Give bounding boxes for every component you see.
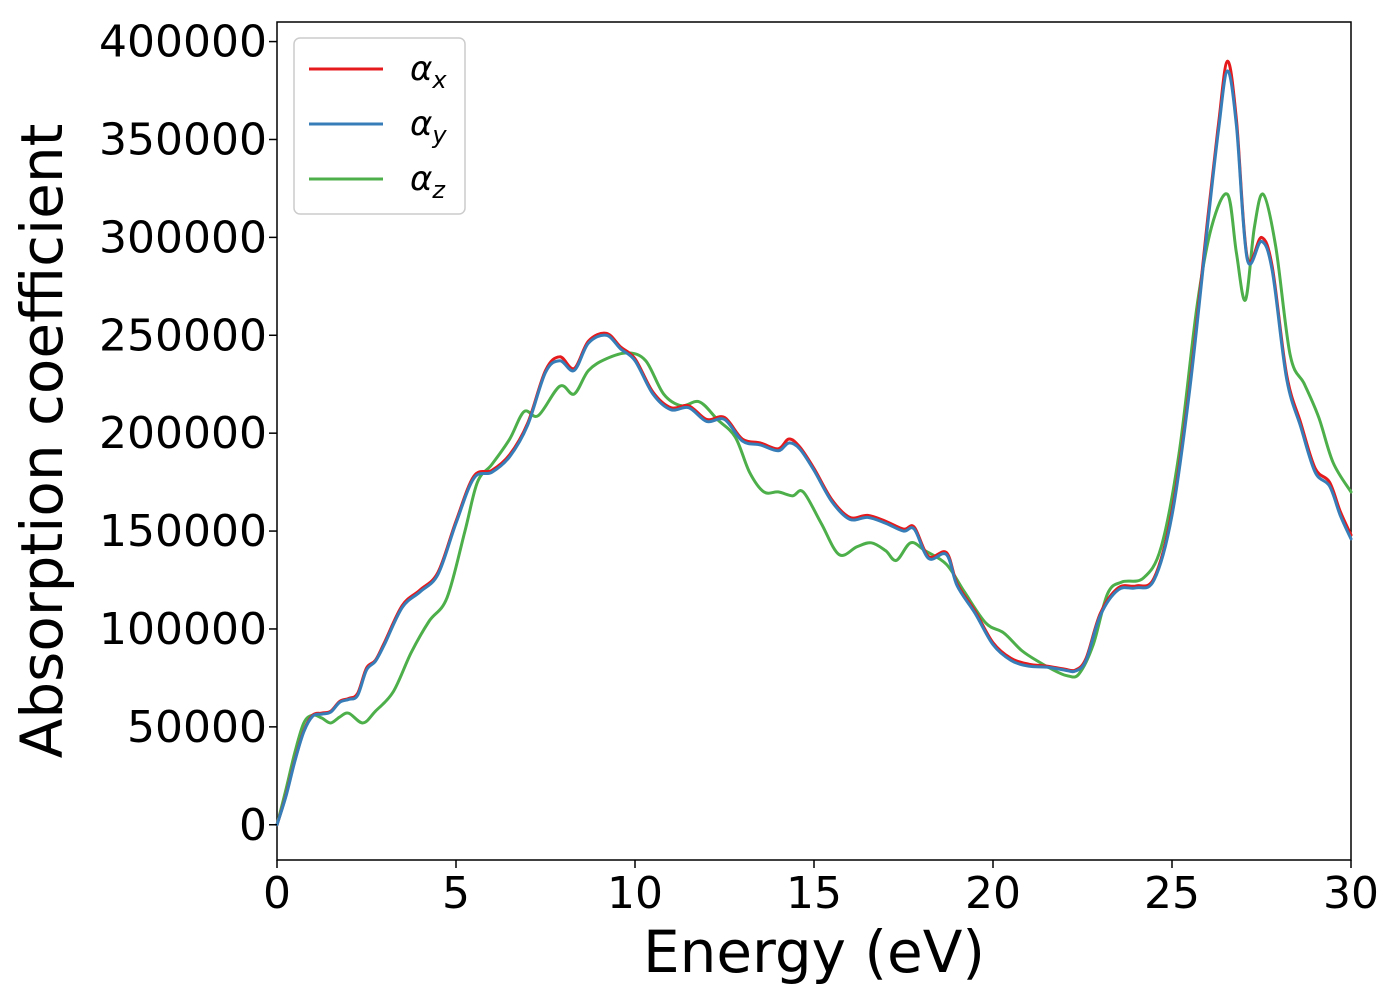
legend: αx αy αz bbox=[293, 37, 466, 215]
x-tick-label: 15 bbox=[786, 868, 842, 919]
y-tick-label: 150000 bbox=[99, 506, 267, 557]
y-axis: 0 50000 100000 150000 200000 250000 300000 3500… bbox=[99, 17, 277, 851]
y-tick-label: 250000 bbox=[99, 310, 267, 361]
y-tick-label: 400000 bbox=[99, 17, 267, 68]
y-tick-label: 50000 bbox=[127, 702, 267, 753]
y-tick-label: 350000 bbox=[99, 114, 267, 165]
x-axis: 0 5 10 15 20 25 30 bbox=[263, 860, 1379, 919]
series-layer bbox=[275, 59, 1353, 827]
x-tick-label: 5 bbox=[442, 868, 470, 919]
x-tick-label: 30 bbox=[1323, 868, 1379, 919]
legend-label-alpha-z: αz bbox=[410, 159, 446, 204]
legend-label-alpha-y: αy bbox=[410, 104, 447, 149]
y-tick-label: 0 bbox=[239, 800, 267, 851]
x-tick-label: 0 bbox=[263, 868, 291, 919]
x-tick-label: 25 bbox=[1144, 868, 1200, 919]
x-tick-label: 10 bbox=[607, 868, 663, 919]
y-tick-label: 100000 bbox=[99, 604, 267, 655]
series-line-alpha-y bbox=[275, 69, 1353, 827]
x-axis-label: Energy (eV) bbox=[643, 918, 985, 986]
legend-label-alpha-x: αx bbox=[410, 49, 447, 94]
legend-box bbox=[293, 37, 466, 215]
y-tick-label: 200000 bbox=[99, 408, 267, 459]
x-tick-label: 20 bbox=[965, 868, 1021, 919]
y-tick-label: 300000 bbox=[99, 212, 267, 263]
y-axis-label: Absorption coefficient bbox=[8, 124, 76, 759]
